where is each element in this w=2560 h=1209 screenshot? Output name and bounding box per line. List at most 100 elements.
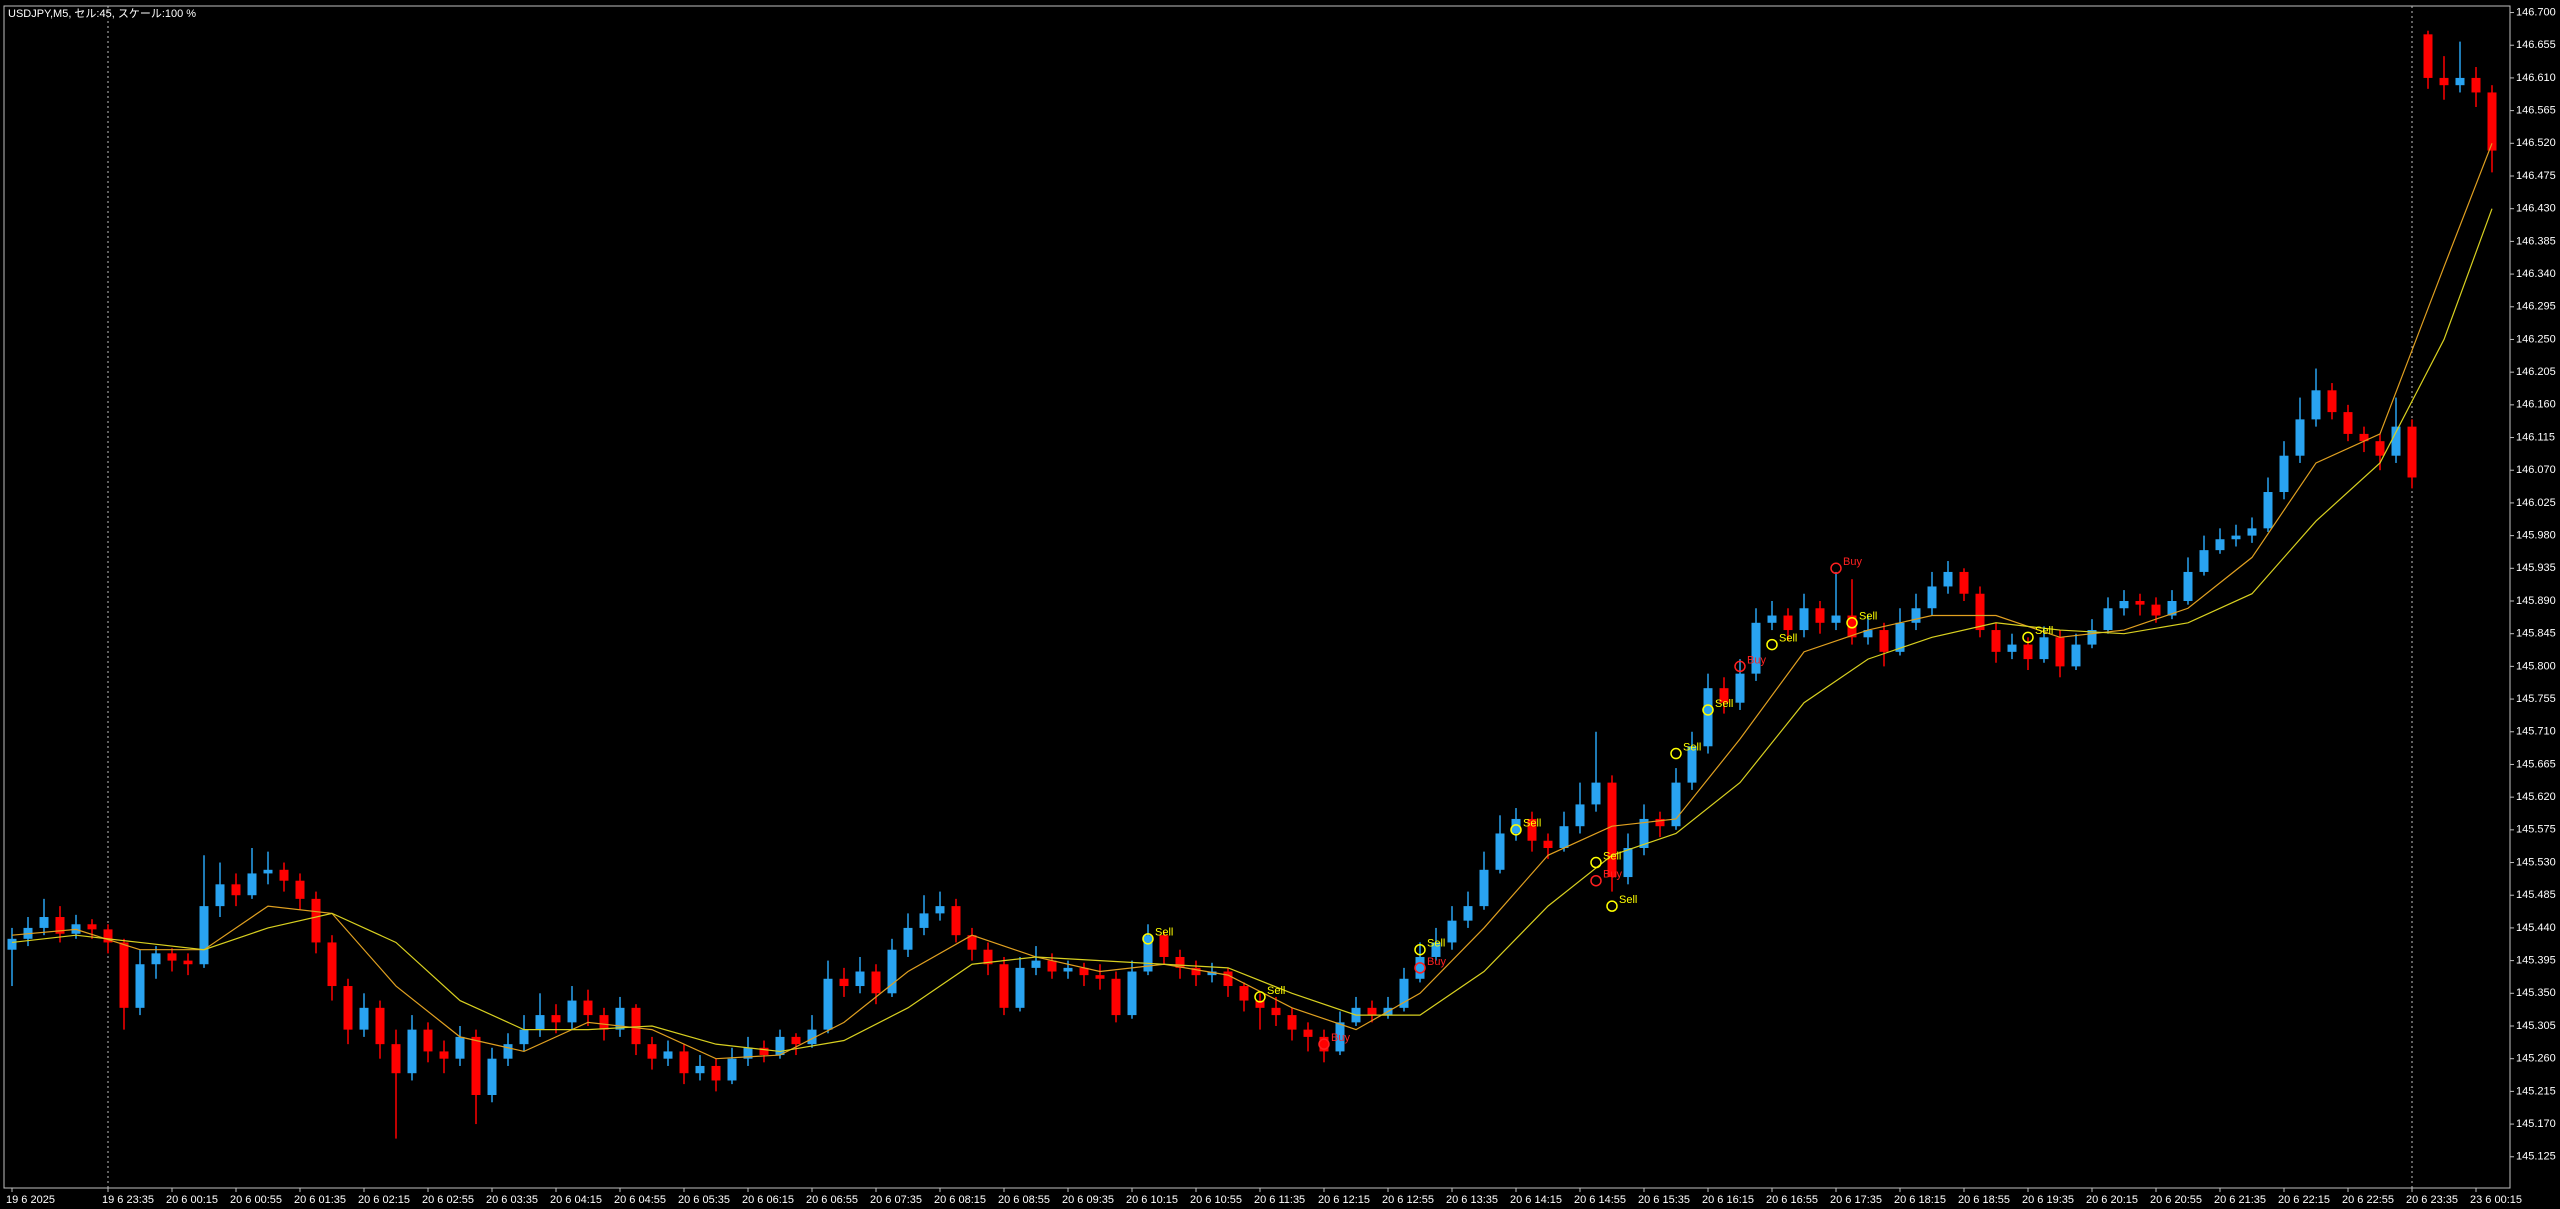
x-tick-label: 20 6 08:55 xyxy=(998,1194,1050,1206)
candle-body xyxy=(1239,986,1249,1001)
candle-body xyxy=(1207,971,1217,976)
signal-label: Buy xyxy=(1843,556,1862,568)
candle-body xyxy=(199,906,209,965)
candle-body xyxy=(839,978,849,987)
y-tick-label: 146.025 xyxy=(2516,497,2556,509)
candle-body xyxy=(1815,608,1825,623)
candle-body xyxy=(503,1044,513,1059)
x-tick-label: 20 6 22:55 xyxy=(2342,1194,2394,1206)
candle-body xyxy=(87,924,97,930)
candle-body xyxy=(1495,833,1505,870)
x-tick-label: 20 6 09:35 xyxy=(1062,1194,1114,1206)
signal-marker xyxy=(1590,856,1602,869)
x-tick-label: 20 6 01:35 xyxy=(294,1194,346,1206)
candle-body xyxy=(2199,550,2209,572)
candle-body xyxy=(167,953,177,961)
y-tick-label: 145.665 xyxy=(2516,758,2556,770)
candle-body xyxy=(1607,782,1617,878)
candle-body xyxy=(1287,1015,1297,1030)
y-tick-label: 145.710 xyxy=(2516,726,2556,738)
candle-body xyxy=(1623,848,1633,878)
candle-body xyxy=(2375,441,2385,456)
y-tick-label: 146.340 xyxy=(2516,268,2556,280)
candle-body xyxy=(871,971,881,994)
candle-body xyxy=(2327,390,2337,413)
candle-body xyxy=(1031,960,1041,968)
x-tick-label: 19 6 23:35 xyxy=(102,1194,154,1206)
x-tick-label: 20 6 12:15 xyxy=(1318,1194,1370,1206)
candle-body xyxy=(535,1015,545,1030)
signal-marker xyxy=(1846,617,1858,629)
candle-body xyxy=(983,949,993,965)
candle-body xyxy=(1799,608,1809,631)
candle-body xyxy=(2119,600,2129,609)
candle-body xyxy=(247,873,257,896)
signal-marker xyxy=(1590,874,1602,887)
candle-body xyxy=(1927,586,1937,609)
candle-body xyxy=(567,1000,577,1023)
candle-body xyxy=(311,898,321,943)
candle-body xyxy=(999,964,1009,1008)
candle-body xyxy=(343,986,353,1030)
candle-body xyxy=(2039,637,2049,660)
signal-marker xyxy=(1766,638,1778,651)
candle-body xyxy=(1783,615,1793,631)
y-tick-label: 145.575 xyxy=(2516,824,2556,836)
signal-marker xyxy=(1318,1038,1330,1050)
candle-body xyxy=(2407,426,2417,478)
y-tick-label: 146.295 xyxy=(2516,301,2556,313)
candle-body xyxy=(1591,782,1601,805)
candle-body xyxy=(1159,935,1169,957)
signal-label: Sell xyxy=(1155,927,1173,939)
candle-body xyxy=(1319,1036,1329,1052)
candle-body xyxy=(231,884,241,896)
x-tick-label: 20 6 16:55 xyxy=(1766,1194,1818,1206)
candle-body xyxy=(1447,920,1457,943)
candle-body xyxy=(823,978,833,1030)
candle-body xyxy=(1639,818,1649,849)
y-tick-label: 146.205 xyxy=(2516,366,2556,378)
y-tick-label: 146.700 xyxy=(2516,6,2556,18)
candle-body xyxy=(2167,600,2177,616)
candle-body xyxy=(327,942,337,987)
candle-body xyxy=(1111,978,1121,1016)
candle-body xyxy=(1895,622,1905,652)
candle-body xyxy=(1991,630,2001,652)
candle-body xyxy=(39,917,49,928)
candle-body xyxy=(487,1058,497,1096)
candle-body xyxy=(1527,818,1537,841)
candle-body xyxy=(711,1065,721,1081)
candle-body xyxy=(7,938,17,950)
x-tick-label: 19 6 2025 xyxy=(6,1194,55,1206)
signal-label: Sell xyxy=(1427,938,1445,950)
signal-label: Sell xyxy=(1267,985,1285,997)
x-tick-label: 20 6 00:55 xyxy=(230,1194,282,1206)
signal-label: Sell xyxy=(1715,698,1733,710)
candle-body xyxy=(1063,967,1073,972)
candle-body xyxy=(935,906,945,914)
y-tick-label: 145.260 xyxy=(2516,1053,2556,1065)
candle-body xyxy=(519,1029,529,1045)
signal-marker xyxy=(1734,660,1746,673)
candle-body xyxy=(2151,604,2161,616)
candle-body xyxy=(279,869,289,881)
candle-body xyxy=(663,1051,673,1059)
candle-body xyxy=(1335,1022,1345,1052)
y-tick-label: 145.440 xyxy=(2516,922,2556,934)
candle-body xyxy=(1575,804,1585,827)
candle-body xyxy=(103,929,113,943)
plot-frame xyxy=(3,5,2511,1189)
candle-body xyxy=(727,1058,737,1081)
candle-body xyxy=(359,1007,369,1030)
candle-body xyxy=(1687,746,1697,783)
signal-marker xyxy=(1142,933,1154,945)
candle-body xyxy=(1879,630,1889,652)
candle-body xyxy=(407,1029,417,1074)
candle-body xyxy=(1175,956,1185,968)
candle-body xyxy=(1415,956,1425,979)
y-tick-label: 145.170 xyxy=(2516,1118,2556,1130)
candle-body xyxy=(919,913,929,928)
candle-body xyxy=(615,1007,625,1030)
candle-body xyxy=(215,884,225,907)
